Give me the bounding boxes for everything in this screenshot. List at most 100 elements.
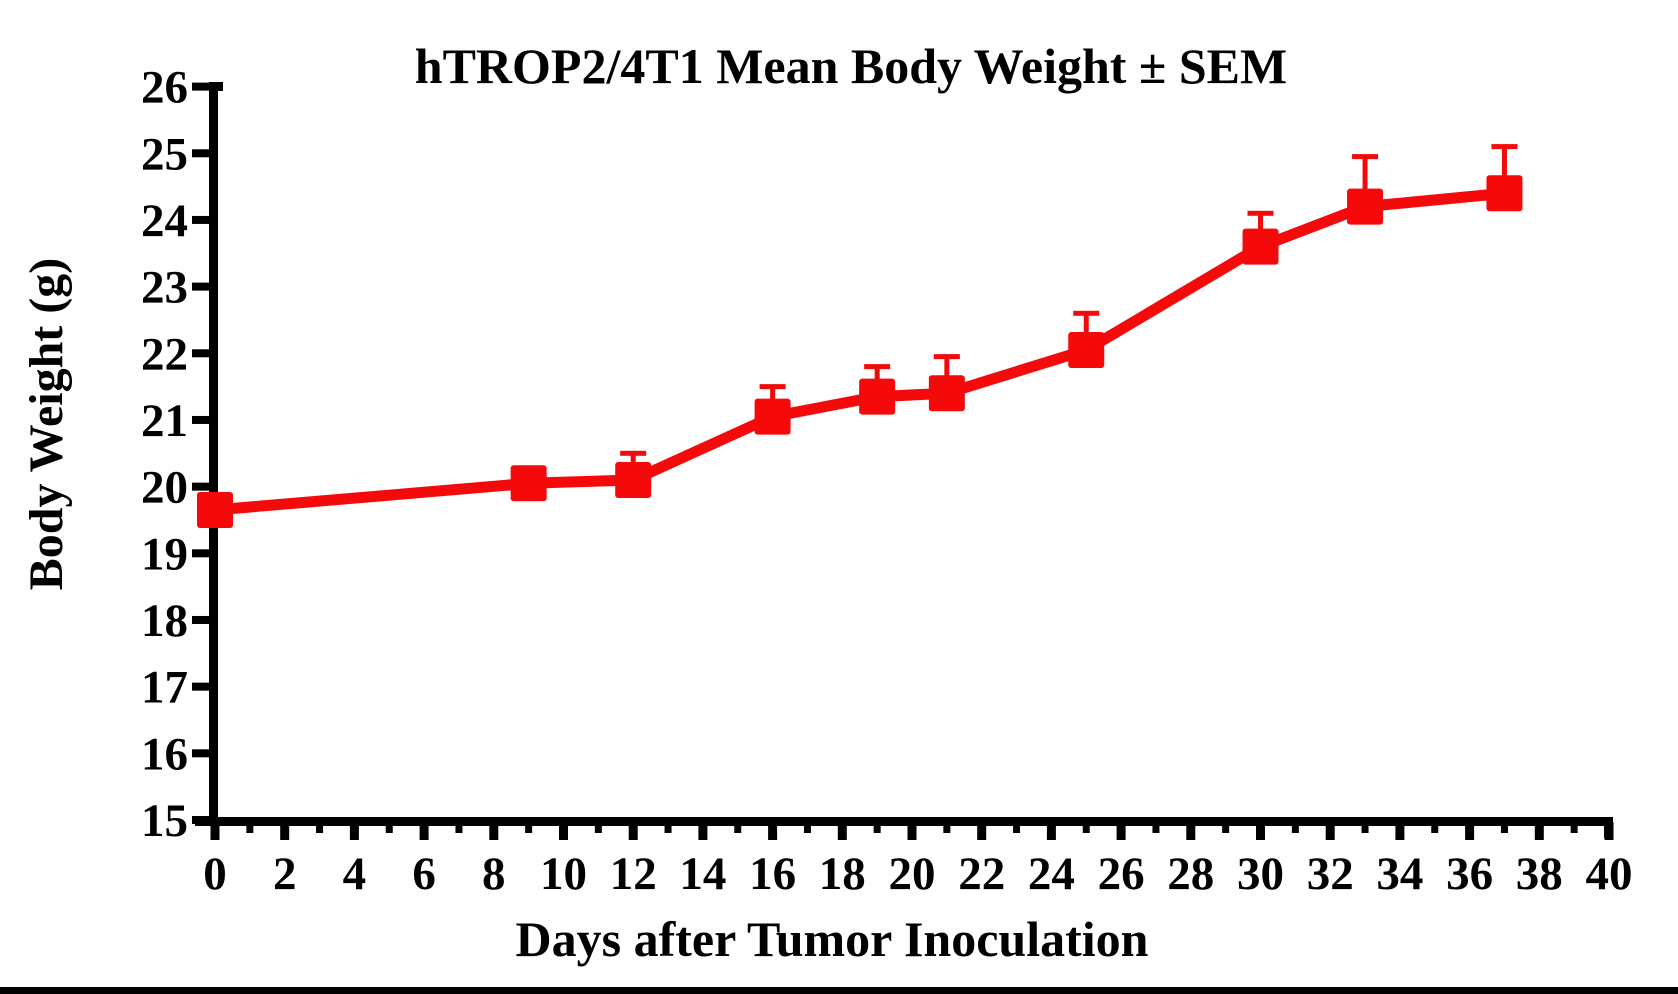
x-major-tick — [1256, 822, 1265, 840]
y-tick-label: 16 — [141, 728, 188, 780]
x-tick-label: 4 — [343, 848, 367, 900]
y-tick-label: 22 — [141, 328, 188, 380]
x-minor-tick — [594, 822, 602, 833]
x-minor-tick — [943, 822, 951, 833]
x-tick-label: 34 — [1376, 848, 1423, 900]
x-tick-label: 2 — [273, 848, 297, 900]
data-marker — [510, 465, 547, 502]
error-bar-stem — [1501, 146, 1507, 194]
x-minor-tick — [873, 822, 881, 833]
error-bar-cap — [1491, 144, 1518, 150]
data-marker — [1347, 188, 1384, 225]
y-tick — [192, 615, 213, 624]
x-tick-label: 14 — [679, 848, 726, 900]
x-axis-label: Days after Tumor Inoculation — [515, 911, 1149, 967]
x-tick-label: 26 — [1098, 848, 1145, 900]
x-major-tick — [1186, 822, 1196, 840]
y-tick-label: 20 — [141, 462, 188, 514]
x-minor-tick — [316, 822, 324, 833]
y-tick-label: 25 — [141, 128, 188, 180]
x-major-tick — [1465, 822, 1475, 840]
y-tick-label: 19 — [141, 528, 188, 580]
error-bar-cap — [1247, 210, 1274, 216]
x-major-tick — [349, 822, 359, 840]
x-tick-label: 32 — [1307, 848, 1354, 900]
y-tick — [192, 215, 213, 224]
x-tick-label: 38 — [1516, 848, 1563, 900]
x-minor-tick — [1013, 822, 1021, 833]
x-major-tick — [489, 822, 499, 840]
x-minor-tick — [1222, 822, 1230, 833]
data-marker — [1486, 175, 1523, 212]
x-tick-label: 12 — [610, 848, 657, 900]
x-major-tick — [698, 822, 708, 840]
x-minor-tick — [525, 822, 533, 833]
x-tick-label: 40 — [1586, 848, 1633, 900]
x-major-tick — [1604, 822, 1614, 840]
x-minor-tick — [455, 822, 463, 833]
x-tick-label: 8 — [482, 848, 506, 900]
x-minor-tick — [1500, 822, 1508, 833]
x-major-tick — [280, 822, 290, 840]
x-tick-label: 36 — [1446, 848, 1493, 900]
x-major-tick — [1046, 822, 1056, 840]
chart-title: hTROP2/4T1 Mean Body Weight ± SEM — [414, 38, 1288, 94]
error-bar-cap — [864, 364, 891, 370]
y-tick — [192, 749, 213, 758]
y-tick — [192, 415, 213, 424]
error-bar-cap — [1073, 310, 1100, 316]
data-marker — [754, 398, 791, 435]
x-tick-label: 16 — [749, 848, 796, 900]
y-tick — [192, 682, 213, 691]
y-tick — [192, 349, 213, 358]
data-marker — [1068, 331, 1105, 368]
error-bar-cap — [620, 450, 647, 456]
y-tick-label: 24 — [141, 195, 188, 247]
x-major-tick — [1116, 822, 1126, 840]
y-axis-spine — [209, 82, 218, 824]
y-tick — [192, 482, 213, 491]
x-major-tick — [1534, 822, 1544, 840]
bottom-bar — [0, 987, 1678, 994]
x-minor-tick — [1291, 822, 1299, 833]
error-bar-cap — [933, 354, 960, 360]
x-major-tick — [837, 822, 847, 840]
error-bar-stem — [944, 356, 950, 394]
x-tick-label: 30 — [1237, 848, 1284, 900]
y-tick-label: 15 — [141, 795, 188, 847]
y-tick-label: 18 — [141, 595, 188, 647]
x-major-tick — [768, 822, 778, 840]
x-major-tick — [907, 822, 917, 840]
x-major-tick — [1395, 822, 1405, 840]
x-tick-label: 24 — [1028, 848, 1075, 900]
y-tick-label: 21 — [141, 395, 188, 447]
x-tick-label: 6 — [412, 848, 436, 900]
x-minor-tick — [246, 822, 254, 833]
error-bar-stem — [1362, 156, 1368, 207]
x-minor-tick — [1431, 822, 1439, 833]
x-major-tick — [419, 822, 429, 840]
x-minor-tick — [1361, 822, 1369, 833]
y-tick — [192, 149, 213, 158]
x-minor-tick — [1152, 822, 1160, 833]
x-minor-tick — [803, 822, 811, 833]
y-tick — [192, 282, 213, 291]
y-tick-label: 17 — [141, 662, 188, 714]
x-tick-label: 28 — [1167, 848, 1214, 900]
x-tick-label: 22 — [958, 848, 1005, 900]
y-tick-label: 26 — [141, 62, 188, 114]
data-marker — [197, 491, 233, 528]
x-minor-tick — [385, 822, 393, 833]
x-tick-label: 10 — [540, 848, 587, 900]
data-marker — [928, 375, 965, 412]
error-bar-cap — [1352, 154, 1379, 160]
x-tick-label: 20 — [889, 848, 936, 900]
series-line — [209, 187, 1510, 516]
x-major-tick — [1325, 822, 1335, 840]
x-minor-tick — [734, 822, 742, 833]
data-marker — [1242, 228, 1279, 265]
x-minor-tick — [1570, 822, 1578, 833]
y-tick-label: 23 — [141, 262, 188, 314]
